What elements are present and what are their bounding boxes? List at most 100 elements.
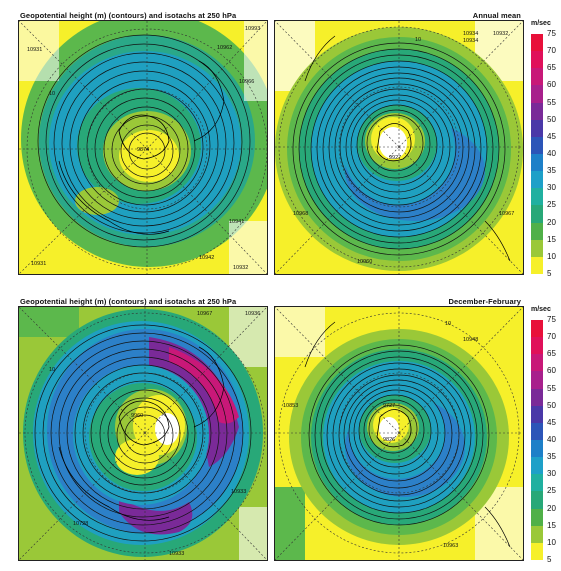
colorbar-tick-label: 15 (547, 520, 556, 530)
colorbar-tick-label: 60 (547, 366, 556, 376)
colorbar-tick-label: 50 (547, 114, 556, 124)
map-label: 9960 (131, 413, 144, 419)
map-label: 10993 (245, 26, 261, 32)
colorbar-tick-label: 75 (547, 29, 556, 38)
colorbar-tick-label: 10 (547, 251, 556, 261)
row2-title: Geopotential height (m) (contours) and i… (20, 297, 237, 306)
map-label: 10934 (463, 38, 479, 44)
colorbar-tick-label: 55 (547, 383, 556, 393)
map-label: 10933 (169, 551, 185, 557)
colorbar-unit: m/sec (531, 306, 551, 313)
colorbar-segment (531, 119, 543, 138)
colorbar-segment (531, 136, 543, 155)
colorbar-tick-label: 25 (547, 200, 556, 210)
colorbar-segment (531, 508, 543, 527)
map-label: 10931 (27, 47, 43, 53)
map-label: 10 (415, 37, 422, 43)
colorbar-tick-label: 40 (547, 435, 556, 444)
colorbar-tick-label: 20 (547, 503, 556, 513)
map-panel-annual-south: 10934 10934 10932 10968 10967 10960 9927… (274, 20, 524, 275)
map-label: 9826 (383, 437, 396, 443)
map-label: 10967 (499, 211, 515, 217)
row2-season: December-February (448, 297, 521, 306)
map-label: 9874 (137, 147, 150, 153)
colorbar-tick-label: 5 (547, 555, 552, 564)
colorbar-tick-label: 65 (547, 349, 556, 359)
map-label: 10936 (245, 311, 261, 317)
colorbar-tick-label: 5 (547, 269, 552, 278)
map-label: 10942 (199, 255, 215, 261)
colorbar-tick-label: 40 (547, 149, 556, 158)
colorbar-tick-label: 20 (547, 217, 556, 227)
map-label: 10962 (217, 45, 233, 51)
colorbar-tick-label: 35 (547, 166, 556, 176)
row1-season: Annual mean (472, 11, 521, 20)
colorbar-segment (531, 34, 543, 52)
colorbar-annual: m/sec 75 70 65 60 55 50 45 40 35 30 25 20 15 10 5 (531, 20, 561, 278)
colorbar-tick-label: 25 (547, 486, 556, 496)
colorbar-segment (531, 542, 543, 561)
map-label: 10 (49, 91, 56, 97)
row1-title: Geopotential height (m) (contours) and i… (20, 11, 237, 20)
colorbar-segment (531, 85, 543, 104)
colorbar-segment (531, 68, 543, 86)
colorbar-tick-label: 55 (547, 97, 556, 107)
colorbar-segment (531, 337, 543, 355)
colorbar-tick-label: 10 (547, 537, 556, 547)
colorbar-segment (531, 525, 543, 544)
map-label: 9927 (389, 155, 402, 161)
map-panel-djf-north: 10967 10936 10933 10933 10728 9960 10 (18, 306, 268, 561)
colorbar-segment (531, 102, 543, 121)
colorbar-segment (531, 51, 543, 69)
colorbar-tick-label: 35 (547, 452, 556, 462)
map-label: 9727 (383, 403, 396, 409)
colorbar-tick-label: 15 (547, 234, 556, 244)
colorbar-segment (531, 154, 543, 172)
colorbar-segment (531, 171, 543, 189)
map-label: 10932 (493, 31, 509, 37)
colorbar-tick-label: 30 (547, 469, 556, 479)
colorbar-tick-label: 45 (547, 131, 556, 141)
colorbar-segment (531, 457, 543, 475)
colorbar-segment (531, 422, 543, 441)
map-label: 10933 (231, 489, 247, 495)
colorbar-tick-label: 75 (547, 315, 556, 324)
colorbar-segment (531, 474, 543, 492)
map-label: 10 (49, 367, 56, 373)
map-label: 10968 (293, 211, 309, 217)
map-label: 10932 (233, 265, 249, 271)
colorbar-tick-label: 30 (547, 183, 556, 193)
colorbar-segment (531, 491, 543, 510)
map-label: 10934 (463, 31, 479, 37)
colorbar-tick-label: 60 (547, 80, 556, 90)
map-label: 10853 (283, 403, 299, 409)
colorbar-tick-label: 70 (547, 332, 556, 342)
map-label: 10963 (443, 543, 459, 549)
map-label: 10967 (197, 311, 213, 317)
map-label: 10960 (357, 259, 373, 265)
map-label: 10966 (239, 79, 255, 85)
colorbar-unit: m/sec (531, 20, 551, 27)
colorbar-segment (531, 222, 543, 241)
colorbar-segment (531, 354, 543, 372)
map-label: 10728 (73, 521, 89, 527)
colorbar-tick-label: 65 (547, 63, 556, 73)
map-label: 10 (445, 321, 452, 327)
colorbar-tick-label: 70 (547, 46, 556, 56)
map-panel-djf-south: 10853 10948 10963 9727 9826 10 (274, 306, 524, 561)
colorbar-segment (531, 188, 543, 206)
colorbar-segment (531, 371, 543, 390)
map-label: 10931 (31, 261, 47, 267)
map-label: 10941 (229, 219, 245, 225)
colorbar-tick-label: 50 (547, 400, 556, 410)
map-label: 10948 (463, 337, 479, 343)
colorbar-segment (531, 239, 543, 258)
colorbar-segment (531, 205, 543, 224)
colorbar-segment (531, 405, 543, 424)
map-panel-annual-north: 10931 10962 10993 10966 10941 10942 1093… (18, 20, 268, 275)
colorbar-tick-label: 45 (547, 417, 556, 427)
colorbar-segment (531, 388, 543, 407)
colorbar-segment (531, 320, 543, 338)
colorbar-djf: m/sec 75 70 65 60 55 50 45 40 35 30 25 20 15 10 5 (531, 306, 561, 564)
colorbar-segment (531, 256, 543, 275)
